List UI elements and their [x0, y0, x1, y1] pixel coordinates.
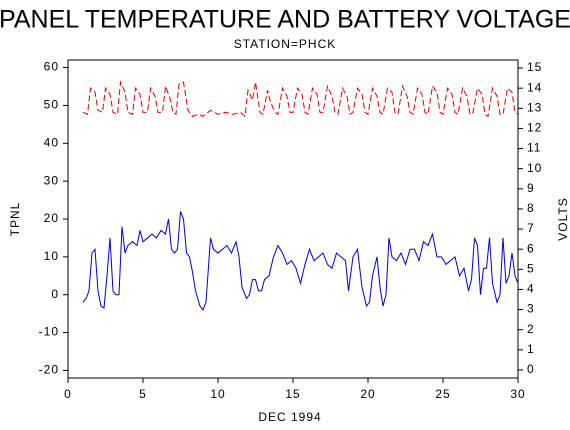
y2-tick-label: 8 [527, 201, 535, 215]
y-tick-label: -20 [39, 363, 59, 377]
line-series [82, 80, 519, 118]
line-series [82, 211, 519, 311]
y-axis-label: TPNL [8, 202, 22, 237]
y2-tick-label: 11 [527, 141, 541, 155]
x-tick-label: 15 [285, 387, 300, 401]
y2-tick-label: 9 [527, 181, 535, 195]
y-tick-label: 30 [44, 173, 59, 187]
y-tick-label: 40 [44, 135, 59, 149]
y2-tick-label: 1 [527, 342, 535, 356]
y2-tick-label: 13 [527, 100, 542, 114]
x-tick-label: 20 [360, 387, 375, 401]
x-tick-label: 25 [435, 387, 450, 401]
x-axis-label: DEC 1994 [258, 410, 321, 424]
y2-tick-label: 4 [527, 282, 535, 296]
y2-tick-label: 0 [527, 362, 535, 376]
y2-tick-label: 12 [527, 121, 542, 135]
y2-tick-label: 7 [527, 221, 535, 235]
y2-tick-label: 5 [527, 261, 535, 275]
y2-tick-label: 15 [527, 60, 542, 74]
y-tick-label: 20 [44, 211, 59, 225]
plot-frame [67, 59, 519, 379]
y-tick-label: -10 [39, 325, 59, 339]
y2-tick-label: 2 [527, 322, 535, 336]
y2-axis-label: VOLTS [556, 197, 570, 240]
y-tick-label: 10 [44, 249, 59, 263]
y2-tick-label: 3 [527, 302, 535, 316]
x-tick-label: 5 [139, 387, 147, 401]
y2-tick-label: 10 [527, 161, 542, 175]
x-tick-label: 30 [510, 387, 525, 401]
y-tick-label: 0 [51, 287, 59, 301]
chart-title: PANEL TEMPERATURE AND BATTERY VOLTAGE [0, 6, 570, 34]
y-tick-label: 50 [44, 98, 59, 112]
x-tick-label: 10 [210, 387, 225, 401]
x-tick-label: 0 [64, 387, 72, 401]
y-tick-label: 60 [44, 60, 59, 74]
chart-subtitle: STATION=PHCK [234, 37, 337, 51]
y2-tick-label: 6 [527, 241, 535, 255]
y2-tick-label: 14 [527, 80, 542, 94]
